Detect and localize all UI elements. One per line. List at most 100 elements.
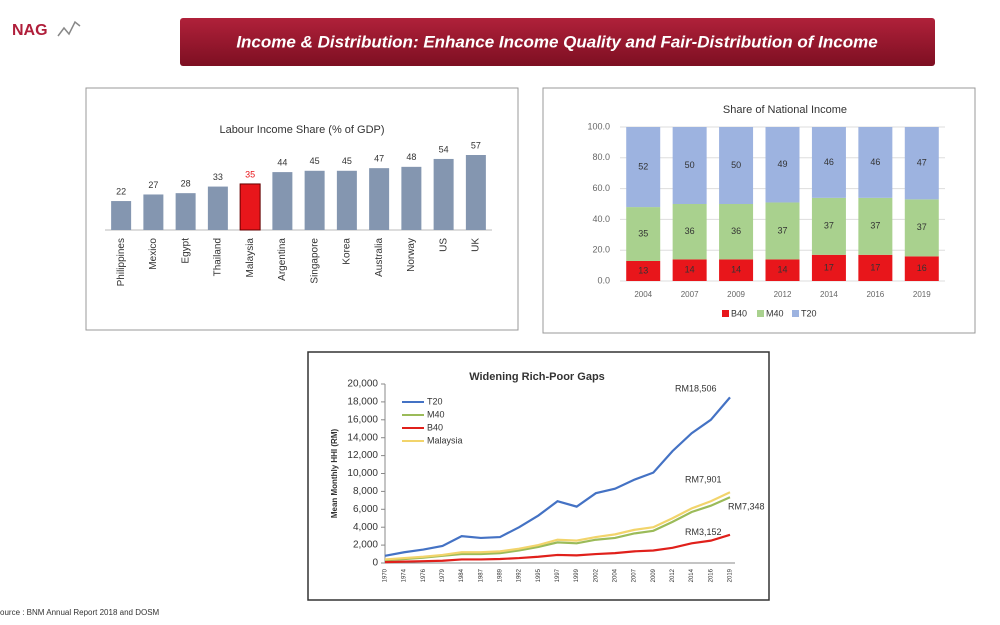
value-label: 17	[870, 262, 880, 272]
bar	[143, 194, 164, 230]
legend-label: B40	[731, 308, 747, 318]
legend-label: Malaysia	[427, 435, 463, 445]
logo: NAG	[12, 22, 48, 39]
x-tick-label: 2009	[651, 568, 657, 582]
x-tick-label: 1995	[536, 568, 542, 582]
bar-segment	[811, 197, 846, 255]
value-label: 37	[824, 221, 834, 231]
bar	[401, 166, 422, 230]
x-tick-label: Norway	[406, 238, 417, 272]
bar-segment	[719, 127, 754, 204]
line-series	[384, 396, 731, 557]
bar-segment	[626, 207, 661, 261]
value-label: 17	[824, 262, 834, 272]
x-tick-label: 2014	[820, 290, 838, 299]
x-tick-label: 2004	[613, 568, 619, 582]
x-tick-label: 1989	[498, 568, 504, 582]
x-tick-label: Australia	[374, 238, 385, 277]
value-label: 45	[310, 156, 320, 166]
bar	[465, 155, 486, 230]
value-label: 49	[777, 159, 787, 169]
bar	[207, 186, 228, 230]
value-label: 54	[439, 144, 449, 154]
bar	[239, 183, 261, 231]
x-tick-label: 1979	[440, 568, 446, 582]
bar	[111, 201, 132, 230]
value-label: 44	[277, 157, 287, 167]
y-axis-label: Mean Monthly HHI (RM)	[330, 429, 339, 519]
x-tick-label: Thailand	[213, 238, 224, 276]
bar-segment	[626, 260, 661, 281]
value-label: 50	[685, 160, 695, 170]
bar-segment	[765, 127, 800, 203]
value-label: 35	[638, 228, 648, 238]
x-tick-label: Malaysia	[245, 238, 256, 278]
logo-icon	[57, 20, 81, 37]
x-tick-label: 2012	[774, 290, 792, 299]
value-label: 37	[870, 221, 880, 231]
value-label: 28	[181, 179, 191, 189]
y-tick-label: 20.0	[592, 245, 610, 255]
x-tick-label: 1987	[478, 568, 484, 582]
bar	[304, 170, 325, 230]
value-label: 27	[148, 180, 158, 190]
bar-segment	[858, 197, 893, 255]
y-tick-label: 4,000	[353, 522, 378, 533]
value-label: 14	[685, 265, 695, 275]
legend-swatch	[757, 310, 764, 317]
value-label: 46	[824, 157, 834, 167]
header-title: Income & Distribution: Enhance Income Qu…	[236, 32, 877, 51]
bar	[175, 193, 196, 230]
legend-label: M40	[427, 409, 445, 419]
value-label: 48	[406, 152, 416, 162]
value-label: 33	[213, 172, 223, 182]
end-label: RM18,506	[675, 384, 717, 394]
bar-segment	[626, 127, 661, 208]
y-tick-label: 18,000	[347, 397, 378, 408]
y-tick-label: 60.0	[592, 183, 610, 193]
y-tick-label: 8,000	[353, 486, 378, 497]
value-label: 36	[731, 226, 741, 236]
y-tick-label: 12,000	[347, 450, 378, 461]
x-tick-label: 1974	[402, 568, 408, 582]
bar-segment	[765, 259, 800, 281]
x-tick-label: 1992	[517, 568, 523, 582]
x-tick-label: Singapore	[309, 238, 320, 284]
value-label: 45	[342, 156, 352, 166]
y-tick-label: 40.0	[592, 214, 610, 224]
legend-swatch	[792, 310, 799, 317]
line-series	[384, 533, 731, 564]
value-label: 13	[638, 265, 648, 275]
x-tick-label: Mexico	[148, 238, 159, 270]
legend-label: M40	[766, 308, 784, 318]
header-banner	[180, 18, 935, 66]
y-tick-label: 6,000	[353, 504, 378, 515]
x-tick-label: 2007	[632, 568, 638, 582]
legend-swatch	[722, 310, 729, 317]
bar-segment	[811, 127, 846, 198]
bar-segment	[672, 127, 707, 204]
x-tick-label: US	[438, 238, 449, 252]
y-tick-label: 14,000	[347, 432, 378, 443]
bar	[369, 168, 390, 230]
bar	[272, 172, 293, 230]
value-label: 16	[917, 263, 927, 273]
value-label: 37	[777, 225, 787, 235]
x-tick-label: Philippines	[116, 238, 127, 286]
y-tick-label: 16,000	[347, 414, 378, 425]
x-tick-label: 2016	[708, 568, 714, 582]
x-tick-label: 2016	[866, 290, 884, 299]
x-tick-label: 1976	[421, 568, 427, 582]
x-tick-label: Argentina	[277, 238, 288, 281]
value-label: 52	[638, 161, 648, 171]
x-tick-label: 2014	[689, 568, 695, 582]
x-tick-label: 1970	[383, 568, 389, 582]
line-series	[384, 491, 731, 561]
bar-segment	[719, 204, 754, 260]
bar-segment	[765, 202, 800, 260]
value-label: 35	[245, 169, 255, 179]
chart-title: Share of National Income	[723, 104, 847, 116]
value-label: 57	[471, 140, 481, 150]
x-tick-label: 1999	[574, 568, 580, 582]
